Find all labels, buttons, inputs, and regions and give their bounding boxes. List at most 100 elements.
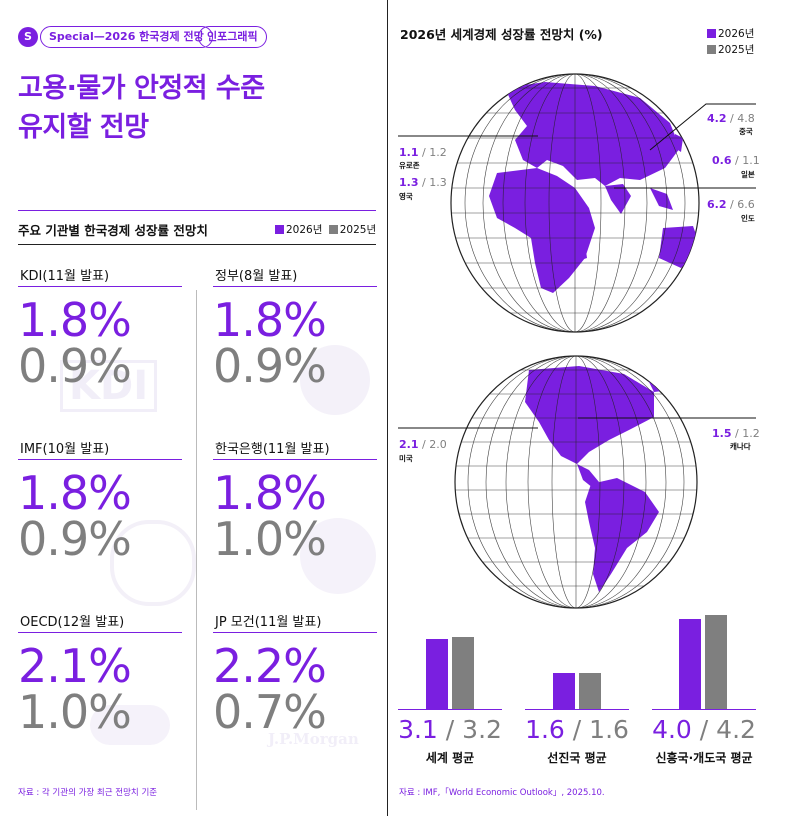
institution-rule	[18, 459, 182, 460]
country-name-japan: 일본	[741, 170, 755, 179]
right-legend-2025: 2025년	[707, 42, 754, 57]
avg-2025-emerging: 4.2	[716, 715, 756, 744]
label-canada: 1.5 / 1.2	[712, 427, 760, 440]
globe-western-hemisphere	[454, 355, 698, 609]
institution-name-kdi: KDI(11월 발표)	[20, 269, 110, 284]
slash: /	[730, 198, 734, 211]
forecast-2026-jpmorgan: 2.2%	[213, 639, 327, 693]
bar-2025-emerging	[705, 614, 727, 709]
legend-swatch-2026	[707, 29, 716, 38]
left-section-title: 주요 기관별 한국경제 성장률 전망치	[18, 223, 208, 238]
slash: /	[422, 146, 426, 159]
institution-name-oecd: OECD(12월 발표)	[20, 615, 125, 630]
value-2026-eurozone: 1.1	[399, 146, 419, 159]
average-caption-advanced: 선진국 평균	[547, 751, 607, 765]
average-caption-world: 세계 평균	[425, 751, 475, 765]
continent-north-america	[525, 366, 654, 464]
label-uk: 1.3 / 1.3	[399, 176, 447, 189]
avg-2025-world: 3.2	[462, 715, 502, 744]
section-rule	[18, 210, 376, 211]
forecast-2026-imf: 1.8%	[18, 466, 132, 520]
bar-2025-world	[452, 637, 474, 709]
country-name-india: 인도	[741, 214, 755, 223]
institution-name-jpmorgan: JP 모건(11월 발표)	[215, 615, 322, 630]
series-tag: Special—2026 한국경제 전망	[40, 26, 213, 48]
continent-africa	[489, 168, 595, 293]
slash: /	[445, 715, 455, 744]
slash: /	[422, 438, 426, 451]
value-2026-china: 4.2	[707, 112, 727, 125]
forecast-2025-kdi: 0.9%	[18, 339, 132, 393]
left-legend: 2026년 2025년	[275, 222, 376, 237]
leader-line-china	[649, 103, 756, 151]
value-2025-india: 6.6	[737, 198, 755, 211]
institution-name-bank-of-korea: 한국은행(11월 발표)	[215, 442, 330, 457]
forecast-2026-government: 1.8%	[213, 293, 327, 347]
jpmorgan-watermark: J.P.Morgan	[268, 730, 359, 748]
value-2025-eurozone: 1.2	[429, 146, 447, 159]
label-india: 6.2 / 6.6	[707, 198, 755, 211]
kdi-watermark: KDI	[60, 360, 158, 412]
continent-eurasia	[505, 82, 680, 186]
baseline-advanced	[525, 709, 629, 710]
institution-column-divider	[196, 290, 197, 810]
institution-rule	[213, 459, 377, 460]
slash: /	[572, 715, 582, 744]
bar-2026-emerging	[679, 619, 701, 709]
section-rule-bottom	[18, 244, 376, 245]
slash: /	[730, 112, 734, 125]
country-name-eurozone: 유로존	[399, 161, 420, 170]
average-values-world: 3.1 / 3.2	[380, 715, 520, 744]
forecast-2026-oecd: 2.1%	[18, 639, 132, 693]
legend-label-2026: 2026년	[286, 224, 323, 236]
label-japan: 0.6 / 1.1	[712, 154, 760, 167]
legend-swatch-2026	[275, 225, 284, 234]
slash: /	[699, 715, 709, 744]
slash: /	[422, 176, 426, 189]
legend-label-2025: 2025년	[718, 44, 755, 56]
institution-rule	[18, 632, 182, 633]
legend-label-2026: 2026년	[718, 28, 755, 40]
bar-2026-advanced	[553, 673, 575, 709]
institution-rule	[18, 286, 182, 287]
oecd-logo-watermark	[90, 705, 170, 745]
country-name-china: 중국	[739, 127, 753, 136]
bank-of-korea-emblem-watermark	[300, 518, 376, 594]
avg-2026-world: 3.1	[398, 715, 438, 744]
category-tag: 인포그래픽	[198, 26, 267, 48]
value-2025-china: 4.8	[737, 112, 755, 125]
right-source-note: 자료 : IMF,「World Economic Outlook」, 2025.…	[399, 788, 605, 798]
legend-label-2025: 2025년	[339, 224, 377, 236]
headline-line-2: 유지할 전망	[18, 112, 149, 143]
slash: /	[735, 154, 739, 167]
country-name-canada: 캐나다	[730, 442, 751, 451]
institution-rule	[213, 632, 377, 633]
forecast-2025-government: 0.9%	[213, 339, 327, 393]
legend-swatch-2025	[707, 45, 716, 54]
headline-line-1: 고용·물가 안정적 수준	[18, 73, 265, 104]
continent-central-america	[577, 464, 599, 488]
island-japan	[675, 134, 683, 152]
forecast-2025-oecd: 1.0%	[18, 685, 132, 739]
forecast-2026-kdi: 1.8%	[18, 293, 132, 347]
continent-south-america	[585, 478, 659, 592]
value-2026-japan: 0.6	[712, 154, 732, 167]
value-2026-usa: 2.1	[399, 438, 419, 451]
imf-seal-watermark	[110, 520, 196, 606]
forecast-2025-imf: 0.9%	[18, 512, 132, 566]
baseline-world	[398, 709, 502, 710]
island-madagascar	[579, 244, 587, 260]
bar-2025-advanced	[579, 673, 601, 709]
value-2026-uk: 1.3	[399, 176, 419, 189]
globe-eastern-hemisphere	[450, 73, 700, 333]
government-emblem-watermark	[300, 345, 370, 415]
forecast-2025-bank-of-korea: 1.0%	[213, 512, 327, 566]
average-caption-emerging: 신흥국·개도국 평균	[655, 751, 753, 765]
bar-2026-world	[426, 639, 448, 709]
country-leader-lines	[398, 103, 756, 429]
value-2025-usa: 2.0	[429, 438, 447, 451]
avg-2026-emerging: 4.0	[652, 715, 692, 744]
column-divider	[387, 0, 388, 816]
country-name-usa: 미국	[399, 454, 413, 463]
average-values-advanced: 1.6 / 1.6	[507, 715, 647, 744]
